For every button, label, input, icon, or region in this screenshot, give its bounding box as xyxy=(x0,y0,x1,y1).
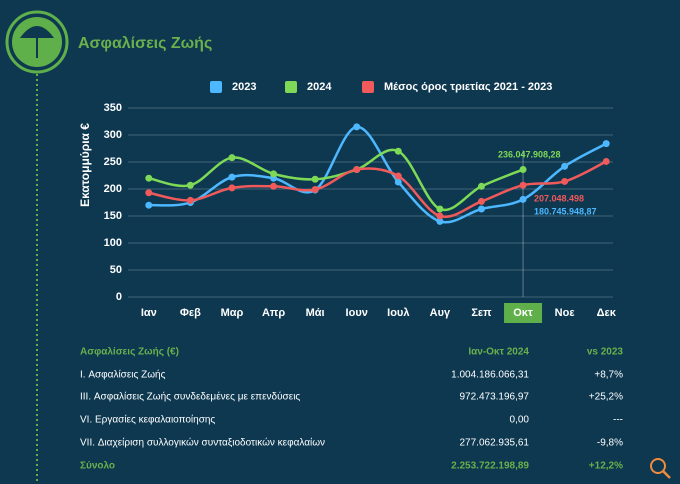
data-point xyxy=(353,123,361,131)
data-point xyxy=(477,205,485,213)
data-point xyxy=(436,212,444,220)
table-cell: +8,7% xyxy=(594,370,623,381)
data-point xyxy=(602,157,610,165)
y-tick-label: 200 xyxy=(104,183,122,195)
table-cell: 1.004.186.066,31 xyxy=(451,370,529,381)
data-label: 236.047.908,28 xyxy=(498,149,561,159)
table-cell: +25,2% xyxy=(589,392,623,403)
table-cell: VI. Εργασίες κεφαλαιοποίησης xyxy=(80,414,215,426)
data-point xyxy=(436,217,444,225)
logo-ring xyxy=(5,10,69,74)
zoom-icon[interactable] xyxy=(650,458,671,479)
data-point xyxy=(353,166,361,174)
data-point xyxy=(519,195,527,203)
x-tick-label: Φεβ xyxy=(180,307,201,319)
table-header: vs 2023 xyxy=(587,347,624,358)
data-point xyxy=(394,178,402,186)
x-tick-label: Ιουν xyxy=(346,307,368,319)
data-point xyxy=(228,184,236,192)
table-cell: 2.253.722.198,89 xyxy=(451,461,529,472)
data-point xyxy=(311,186,319,194)
legend-label: 2023 xyxy=(232,81,256,93)
data-point xyxy=(477,182,485,190)
highlight-box xyxy=(504,303,543,323)
x-tick-label: Ιαν xyxy=(141,307,157,319)
table-cell: III. Ασφαλίσεις Ζωής συνδεδεμένες με επε… xyxy=(80,391,300,403)
data-point xyxy=(228,154,236,162)
y-tick-label: 0 xyxy=(116,291,122,303)
data-point xyxy=(228,173,236,181)
data-point xyxy=(394,172,402,180)
y-axis-label: Εκατομμύρια € xyxy=(78,123,92,207)
data-point xyxy=(436,205,444,213)
table-cell: 972.473.196,97 xyxy=(459,392,529,403)
data-point xyxy=(477,197,485,205)
legend-swatch xyxy=(285,81,297,93)
data-point xyxy=(561,177,569,185)
data-label: 180.745.948,87 xyxy=(534,206,597,216)
x-tick-label: Δεκ xyxy=(597,307,617,319)
y-tick-label: 250 xyxy=(104,156,122,168)
page-title: Ασφαλίσεις Ζωής xyxy=(78,35,212,52)
x-tick-label: Μάι xyxy=(306,307,325,319)
table-cell: -9,8% xyxy=(597,438,623,449)
legend-label: Μέσος όρος τριετίας 2021 - 2023 xyxy=(384,81,552,93)
data-point xyxy=(270,170,278,178)
y-tick-label: 300 xyxy=(104,129,122,141)
data-point xyxy=(186,196,194,204)
x-tick-label: Αυγ xyxy=(430,307,451,319)
umbrella-handle xyxy=(36,38,38,58)
data-label: 207.048.498 xyxy=(534,193,584,203)
data-point xyxy=(519,181,527,189)
table-cell: Σύνολο xyxy=(80,461,115,472)
series-line xyxy=(148,148,524,212)
table-header: Ασφαλίσεις Ζωής (€) xyxy=(80,347,179,358)
table-cell: 277.062.935,61 xyxy=(459,438,529,449)
x-tick-label: Ιουλ xyxy=(387,307,409,319)
data-point xyxy=(394,147,402,155)
table-cell: 0,00 xyxy=(510,415,530,426)
zoom-handle[interactable] xyxy=(662,470,671,479)
x-tick-label: Απρ xyxy=(262,307,285,319)
table-cell: I. Ασφαλίσεις Ζωής xyxy=(80,369,166,381)
table-cell: +12,2% xyxy=(589,461,623,472)
y-tick-label: 50 xyxy=(110,264,122,276)
umbrella-icon xyxy=(20,26,54,38)
data-point xyxy=(519,166,527,174)
x-tick-label: Νοε xyxy=(555,307,576,319)
data-point xyxy=(145,189,153,197)
y-tick-label: 100 xyxy=(104,237,122,249)
zoom-lens[interactable] xyxy=(650,458,666,474)
data-point xyxy=(186,181,194,189)
legend-swatch xyxy=(362,81,374,93)
y-tick-label: 150 xyxy=(104,210,122,222)
data-point xyxy=(145,174,153,182)
table-cell: VII. Διαχείριση συλλογικών συνταξιοδοτικ… xyxy=(80,437,325,449)
data-point xyxy=(311,175,319,183)
data-point xyxy=(145,201,153,209)
legend-swatch xyxy=(210,81,222,93)
series-line xyxy=(148,160,607,219)
data-point xyxy=(602,140,610,148)
data-point xyxy=(270,182,278,190)
data-point xyxy=(561,162,569,170)
x-tick-label: Σεπ xyxy=(471,307,492,319)
legend-label: 2024 xyxy=(307,81,332,93)
table-header: Ιαν-Οκτ 2024 xyxy=(468,347,529,358)
x-tick-label: Οκτ xyxy=(513,307,533,319)
y-tick-label: 350 xyxy=(104,102,122,114)
x-tick-label: Μαρ xyxy=(221,307,244,319)
table-cell: --- xyxy=(613,415,623,426)
